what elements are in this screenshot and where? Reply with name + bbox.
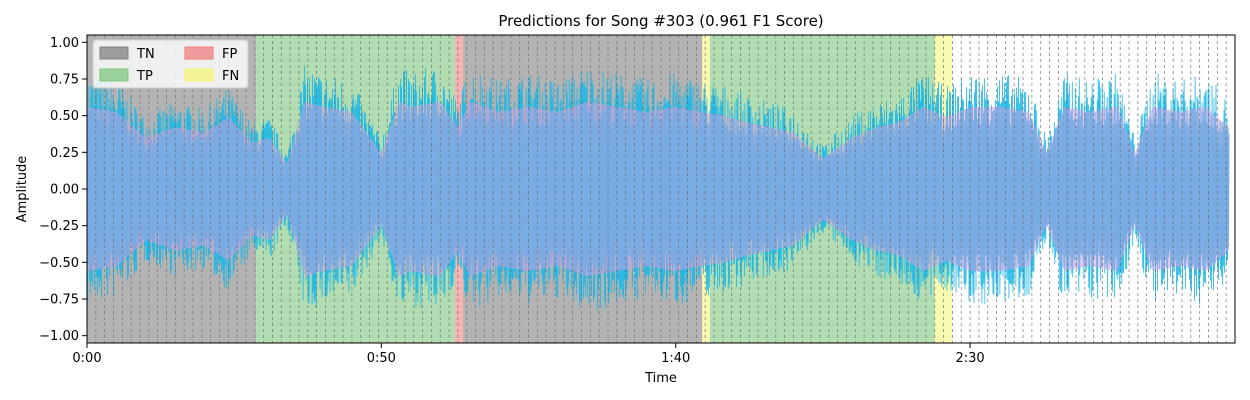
legend-swatch-tp <box>99 68 129 82</box>
legend-label-tp: TP <box>136 69 153 84</box>
y-tick-label: −0.75 <box>39 293 79 308</box>
y-tick-label: 0.50 <box>50 109 79 124</box>
x-tick-label: 2:30 <box>955 351 984 366</box>
y-axis: 1.00 0.75 0.50 0.25 0.00 −0.25 −0.50 −0.75 −1.00 <box>39 36 87 344</box>
y-tick-label: 1.00 <box>50 36 79 51</box>
y-tick-label: 0.00 <box>50 183 79 198</box>
legend-swatch-fn <box>184 68 214 82</box>
legend-label-fn: FN <box>222 69 239 84</box>
legend-swatch-fp <box>184 46 214 60</box>
legend-label-fp: FP <box>222 47 237 62</box>
y-axis-label: Amplitude <box>15 156 30 223</box>
legend-swatch-tn <box>99 46 129 60</box>
legend: TN TP FP FN <box>92 39 249 89</box>
y-tick-label: 0.75 <box>50 73 79 88</box>
x-tick-label: 1:40 <box>661 351 690 366</box>
y-tick-label: −0.50 <box>39 256 79 271</box>
legend-label-tn: TN <box>136 47 155 62</box>
x-axis: 0:00 0:50 1:40 2:30 <box>72 343 985 366</box>
y-tick-label: 0.25 <box>50 146 79 161</box>
x-axis-label: Time <box>644 371 677 386</box>
y-tick-label: −1.00 <box>39 329 79 344</box>
x-tick-label: 0:00 <box>72 351 101 366</box>
x-tick-label: 0:50 <box>367 351 396 366</box>
y-tick-label: −0.25 <box>39 219 79 234</box>
chart-title: Predictions for Song #303 (0.961 F1 Scor… <box>498 12 823 30</box>
